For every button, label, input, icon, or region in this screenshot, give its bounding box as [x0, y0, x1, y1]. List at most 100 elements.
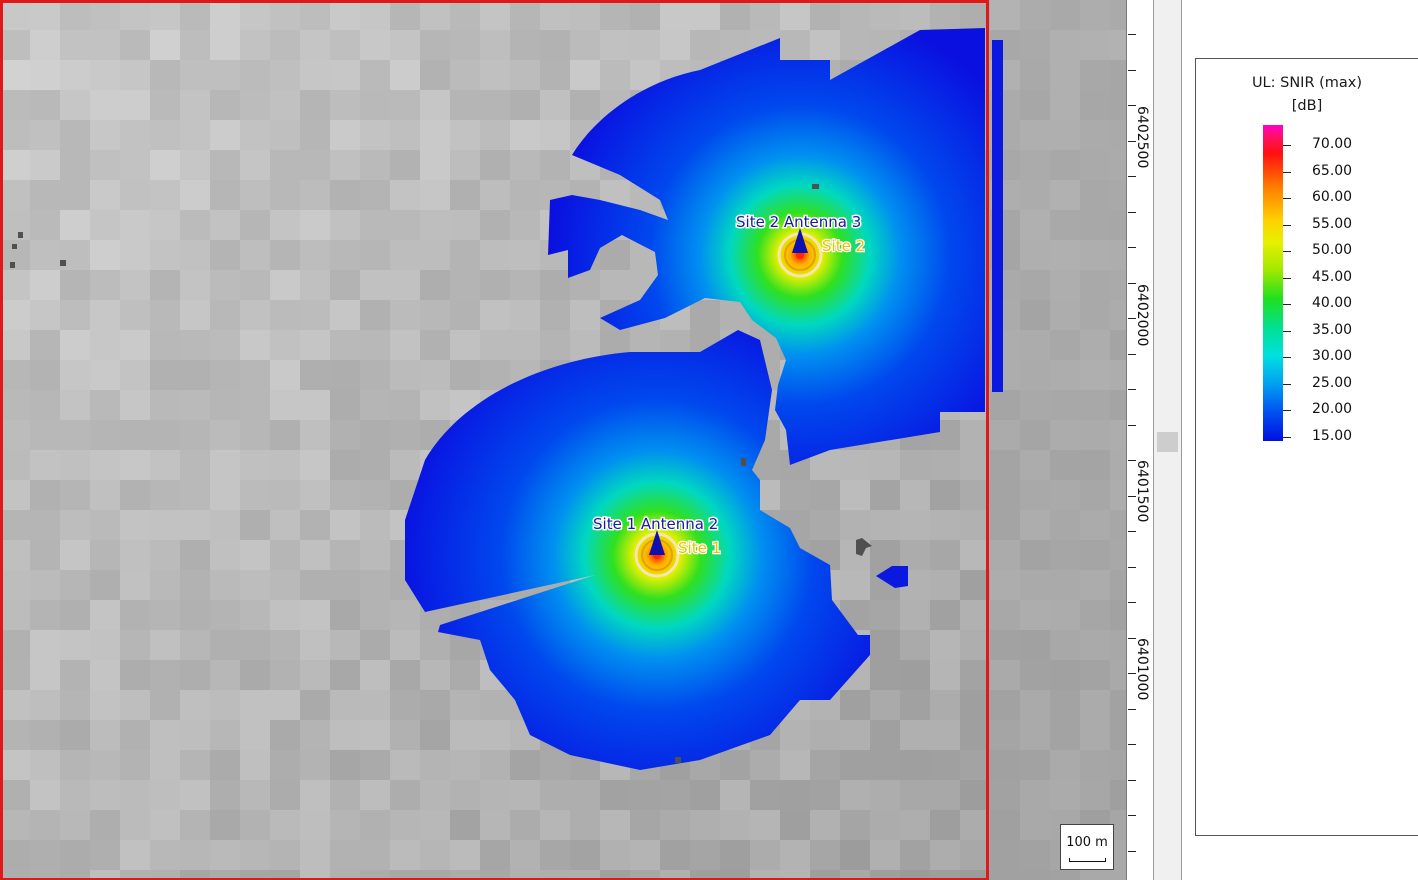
terrain-tile	[60, 330, 90, 360]
terrain-tile	[840, 30, 870, 60]
terrain-strip	[988, 0, 1126, 880]
terrain-tile	[120, 810, 150, 840]
legend-value: 35.00	[1312, 322, 1353, 338]
terrain-tile	[480, 120, 510, 150]
terrain-tile	[900, 750, 930, 780]
site-1-marker[interactable]	[634, 530, 680, 578]
terrain-tile	[210, 240, 240, 270]
terrain-tile	[390, 840, 420, 870]
terrain-tile	[210, 570, 240, 600]
terrain-tile	[420, 60, 450, 90]
terrain-tile	[90, 180, 120, 210]
terrain-tile	[90, 750, 120, 780]
terrain-tile	[150, 240, 180, 270]
terrain-tile	[240, 330, 270, 360]
terrain-tile	[360, 660, 390, 690]
terrain-tile	[270, 240, 300, 270]
terrain-tile	[120, 510, 150, 540]
terrain-tile	[510, 30, 540, 60]
ruler-tick	[1128, 744, 1136, 745]
terrain-tile	[150, 0, 180, 30]
terrain-tile	[360, 450, 390, 480]
terrain-tile	[30, 360, 60, 390]
terrain-tile	[330, 360, 360, 390]
terrain-tile	[390, 330, 420, 360]
terrain-tile	[30, 570, 60, 600]
terrain-tile	[450, 300, 480, 330]
y-axis-label: 6402000	[1134, 284, 1150, 347]
terrain-tile	[270, 870, 300, 880]
terrain-tile	[30, 600, 60, 630]
terrain-tile	[270, 480, 300, 510]
terrain-tile	[330, 270, 360, 300]
terrain-tile	[0, 780, 30, 810]
terrain-tile	[150, 480, 180, 510]
terrain-tile	[930, 780, 960, 810]
terrain-tile	[60, 630, 90, 660]
coverage-map[interactable]: Site 2 Antenna 3 Site 2 Site 1 Antenna 2…	[0, 0, 1126, 880]
legend-value: 60.00	[1312, 189, 1353, 205]
terrain-tile	[390, 660, 420, 690]
legend-title-line2: [dB]	[1291, 98, 1323, 114]
terrain-tile	[120, 570, 150, 600]
terrain-tile	[240, 600, 270, 630]
terrain-tile	[60, 60, 90, 90]
terrain-tile	[870, 450, 900, 480]
terrain-tile	[210, 90, 240, 120]
terrain-tile	[240, 270, 270, 300]
terrain-tile	[120, 30, 150, 60]
terrain-tile	[390, 600, 420, 630]
terrain-tile	[360, 630, 390, 660]
terrain-tile	[270, 60, 300, 90]
terrain-tile	[690, 0, 720, 30]
terrain-tile	[300, 540, 330, 570]
terrain-tile	[270, 750, 300, 780]
terrain-tile	[930, 510, 960, 540]
terrain-tile	[900, 660, 930, 690]
terrain-tile	[60, 840, 90, 870]
terrain-tile	[180, 750, 210, 780]
terrain-tile	[180, 600, 210, 630]
terrain-tile	[300, 60, 330, 90]
terrain-tile	[330, 630, 360, 660]
terrain-tile	[570, 810, 600, 840]
terrain-tile	[840, 480, 870, 510]
terrain-tile	[240, 570, 270, 600]
terrain-tile	[270, 810, 300, 840]
terrain-tile	[870, 870, 900, 880]
terrain-tile	[960, 570, 990, 600]
terrain-tile	[330, 60, 360, 90]
terrain-tile	[360, 180, 390, 210]
terrain-tile	[240, 480, 270, 510]
terrain-tile	[480, 870, 510, 880]
terrain-tile	[360, 360, 390, 390]
terrain-tile	[300, 570, 330, 600]
scrollbar-thumb[interactable]	[1157, 432, 1178, 452]
terrain-tile	[360, 420, 390, 450]
terrain-tile	[480, 210, 510, 240]
terrain-tile	[330, 330, 360, 360]
terrain-tile	[90, 120, 120, 150]
terrain-tile	[120, 360, 150, 390]
terrain-tile	[420, 690, 450, 720]
vertical-scrollbar[interactable]	[1153, 0, 1182, 880]
terrain-tile	[330, 150, 360, 180]
terrain-tile	[540, 120, 570, 150]
legend-value: 25.00	[1312, 375, 1353, 391]
terrain-tile	[150, 270, 180, 300]
terrain-tile	[570, 30, 600, 60]
site-2-marker[interactable]	[777, 228, 823, 278]
legend-tick	[1283, 172, 1291, 173]
terrain-tile	[450, 720, 480, 750]
terrain-tile	[540, 270, 570, 300]
terrain-tile	[180, 120, 210, 150]
antenna-label-site-2: Site 2 Antenna 3	[736, 213, 861, 231]
map-view[interactable]: Site 2 Antenna 3 Site 2 Site 1 Antenna 2…	[0, 0, 1126, 880]
terrain-tile	[600, 840, 630, 870]
terrain-tile	[930, 630, 960, 660]
terrain-tile	[840, 870, 870, 880]
terrain-tile	[90, 450, 120, 480]
terrain-tile	[150, 720, 180, 750]
terrain-tile	[120, 390, 150, 420]
terrain-tile	[570, 330, 600, 360]
